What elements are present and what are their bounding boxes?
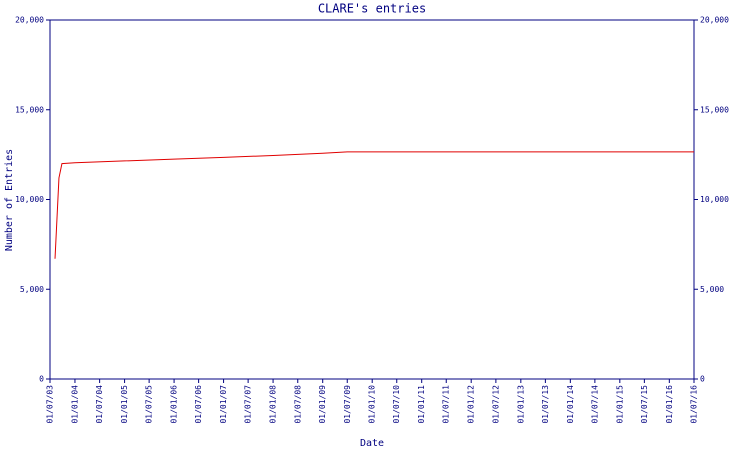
y2-tick-label: 0 [700,375,705,384]
x-tick-label: 01/07/08 [293,385,302,424]
x-tick-label: 01/01/10 [368,385,377,424]
x-tick-label: 01/01/11 [417,385,426,424]
y-tick-label: 0 [39,375,44,384]
plot-frame [49,19,695,380]
y-tick-label: 15,000 [15,105,44,114]
data-line [54,151,694,259]
x-tick-label: 01/07/03 [46,385,55,424]
x-tick-label: 01/07/14 [590,385,599,424]
x-tick-label: 01/07/04 [95,385,104,424]
x-tick-label: 01/01/13 [516,385,525,424]
y2-tick-label: 15,000 [700,105,729,114]
x-tick-label: 01/01/04 [70,385,79,424]
x-tick-label: 01/07/09 [343,385,352,424]
x-tick-label: 01/07/06 [194,385,203,424]
x-tick-label: 01/07/10 [392,385,401,424]
x-tick-label: 01/01/12 [467,385,476,424]
y2-tick-label: 10,000 [700,195,729,204]
x-tick-label: 01/07/05 [145,385,154,424]
x-tick-label: 01/01/08 [269,385,278,424]
y-axis-label: Number of Entries [4,149,15,251]
x-tick-label: 01/01/09 [318,385,327,424]
x-tick-label: 01/07/11 [442,385,451,424]
y-tick-label: 10,000 [15,195,44,204]
chart-title: CLARE's entries [318,2,426,16]
x-tick-label: 01/01/06 [170,385,179,424]
y-tick-label: 20,000 [15,16,44,25]
y-tick-label: 5,000 [20,285,44,294]
x-tick-label: 01/01/05 [120,385,129,424]
x-tick-label: 01/07/15 [640,385,649,424]
x-axis-label: Date [360,438,384,449]
y2-tick-label: 20,000 [700,16,729,25]
x-tick-label: 01/07/12 [491,385,500,424]
x-tick-label: 01/01/15 [615,385,624,424]
x-tick-label: 01/07/13 [541,385,550,424]
x-tick-label: 01/07/16 [690,385,699,424]
x-tick-label: 01/07/07 [244,385,253,424]
x-tick-label: 01/01/16 [665,385,674,424]
x-tick-label: 01/01/07 [219,385,228,424]
y2-tick-label: 5,000 [700,285,724,294]
x-tick-label: 01/01/14 [566,385,575,424]
